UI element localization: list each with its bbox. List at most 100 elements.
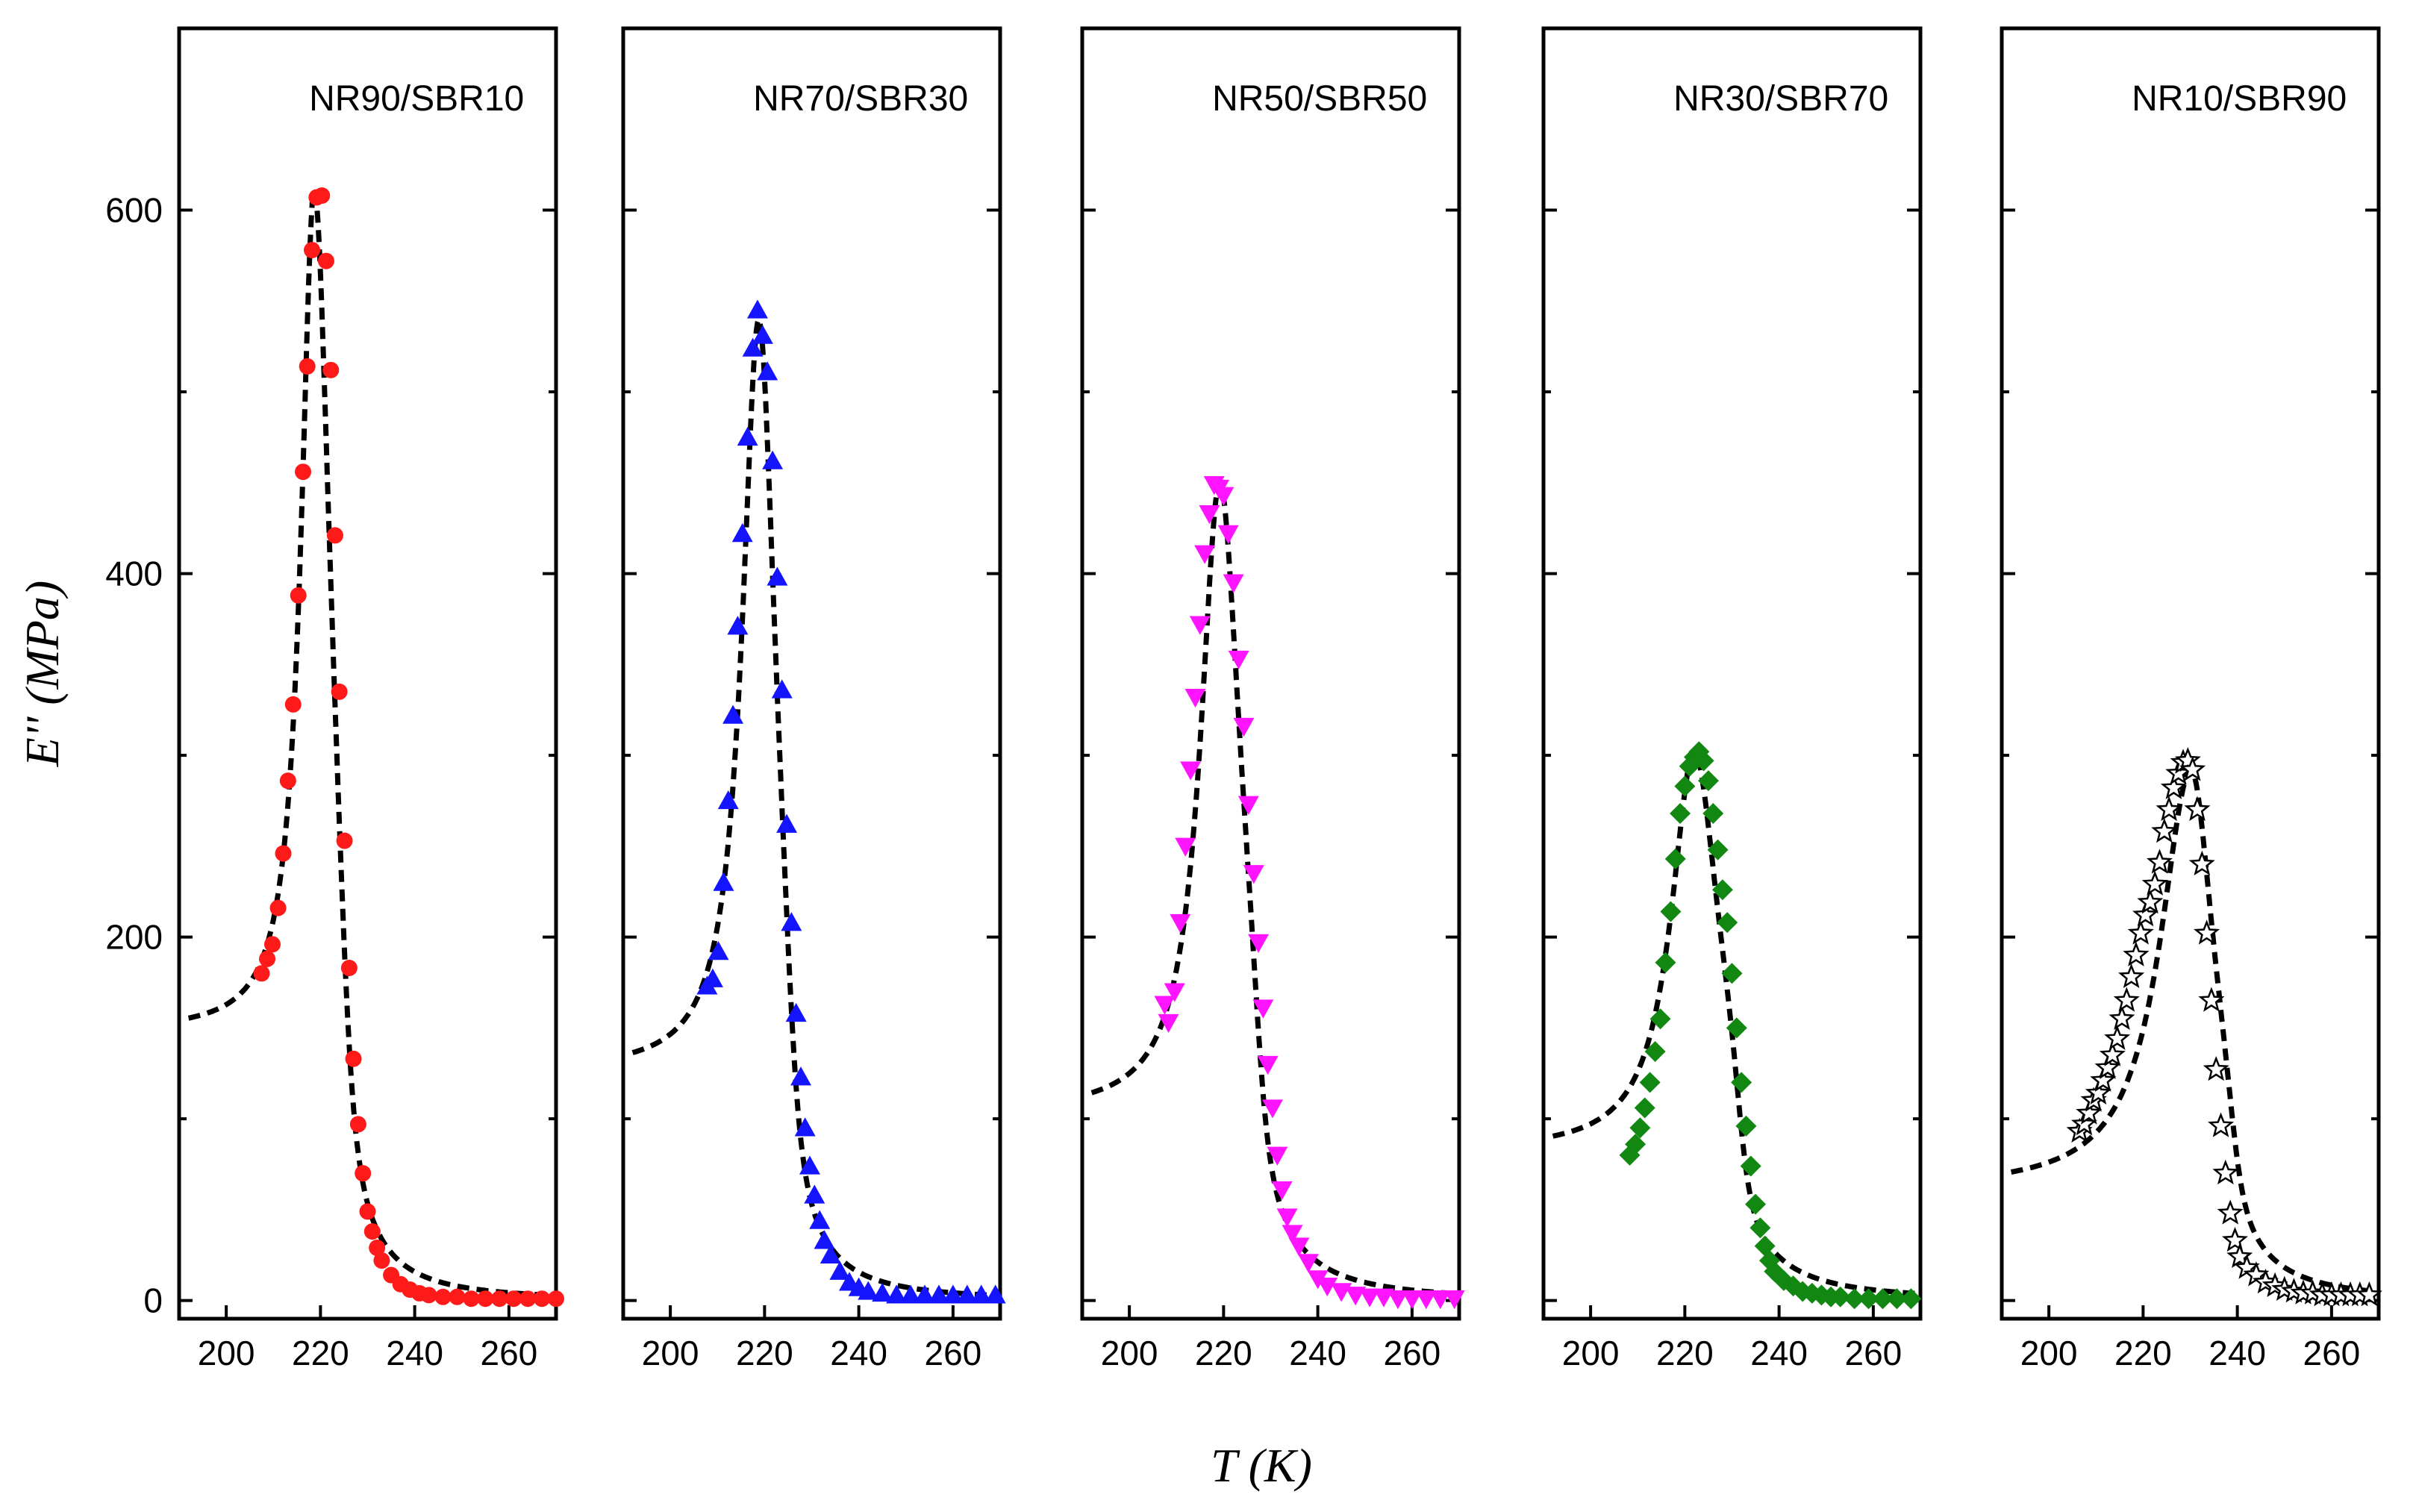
data-point	[304, 242, 321, 259]
panel-1: 0 200 400 600 200 220 240 260 NR90/SBR10	[105, 26, 564, 1372]
data-point	[534, 1290, 551, 1308]
data-point	[1199, 505, 1220, 525]
data-point	[263, 936, 281, 953]
x-tick-label: 260	[481, 1334, 538, 1372]
data-point	[1655, 952, 1676, 973]
data-point	[713, 872, 734, 891]
data-point	[369, 1240, 386, 1257]
data-series	[2066, 747, 2382, 1307]
panel-frame	[1080, 26, 1461, 1321]
data-point	[1711, 879, 1733, 901]
y-tick-label: 200	[105, 918, 163, 957]
data-point	[771, 679, 793, 699]
data-point	[1248, 934, 1270, 953]
data-point	[886, 1284, 908, 1304]
x-tick-label: 260	[2303, 1334, 2361, 1372]
data-point	[1233, 717, 1255, 737]
x-tick-label: 220	[2114, 1334, 2172, 1372]
data-point	[2184, 796, 2211, 822]
data-point	[284, 696, 302, 713]
data-point	[2194, 919, 2220, 945]
data-point	[299, 357, 316, 375]
data-point	[363, 1223, 381, 1240]
data-point	[708, 941, 729, 960]
data-point	[519, 1290, 537, 1308]
data-point	[984, 1284, 1006, 1304]
data-point	[1844, 1288, 1865, 1310]
data-point	[2212, 1159, 2239, 1185]
data-point	[762, 450, 784, 469]
data-point	[956, 1284, 978, 1304]
data-point	[2137, 888, 2164, 914]
data-point	[2151, 817, 2178, 843]
panel-title: NR30/SBR70	[1673, 79, 1888, 119]
data-point	[1267, 1146, 1288, 1166]
data-point	[322, 361, 340, 378]
data-point	[1276, 1208, 1298, 1228]
data-point	[731, 522, 753, 543]
data-point	[2113, 987, 2140, 1012]
data-point	[794, 1117, 816, 1137]
data-point	[722, 705, 744, 724]
x-tick-label: 220	[1195, 1334, 1252, 1372]
data-point	[1243, 865, 1264, 884]
data-point	[1184, 688, 1206, 708]
data-point	[1660, 901, 1682, 922]
data-point	[477, 1290, 494, 1308]
fit-curve	[631, 311, 1001, 1299]
data-point	[1262, 1099, 1284, 1119]
fit-curve	[187, 186, 556, 1299]
data-point	[1237, 796, 1259, 815]
data-point	[355, 1165, 372, 1182]
panel-frame	[621, 26, 1002, 1321]
data-point	[781, 912, 802, 931]
data-point	[259, 950, 276, 967]
data-point	[752, 325, 773, 344]
data-point	[1900, 1288, 1922, 1310]
data-point	[2226, 1243, 2253, 1269]
x-tick-label: 220	[736, 1334, 793, 1372]
data-point	[809, 1210, 831, 1229]
data-point	[1217, 525, 1239, 544]
data-point	[1288, 1237, 1310, 1257]
data-point	[290, 587, 307, 604]
x-tick-label: 240	[1289, 1334, 1346, 1372]
x-tick-label: 260	[925, 1334, 982, 1372]
x-tick-label: 200	[642, 1334, 699, 1372]
data-point	[1670, 803, 1691, 825]
y-tick-label: 600	[105, 191, 163, 230]
data-point	[336, 832, 353, 849]
data-point	[872, 1282, 893, 1302]
data-point	[1649, 1008, 1671, 1030]
data-point	[1872, 1288, 1894, 1310]
panels: 0 200 400 600 200 220 240 260 NR90/SBR10 200 220 24…	[105, 26, 2382, 1372]
data-point	[345, 1050, 362, 1067]
data-point	[942, 1284, 964, 1304]
data-point	[2156, 796, 2182, 822]
data-point	[1271, 1181, 1293, 1201]
data-point	[349, 1116, 366, 1133]
data-point	[2094, 1054, 2121, 1079]
data-point	[1858, 1288, 1879, 1310]
data-point	[790, 1066, 811, 1086]
panel-3: 200 220 240 260 NR50/SBR50	[1080, 26, 1465, 1372]
data-point	[799, 1155, 820, 1175]
data-point	[1745, 1193, 1767, 1215]
data-point	[1373, 1288, 1394, 1308]
x-tick-label: 220	[1656, 1334, 1714, 1372]
x-tick-label: 200	[198, 1334, 255, 1372]
data-point	[253, 965, 270, 982]
data-point	[326, 527, 343, 544]
data-point	[1213, 487, 1234, 506]
data-point	[804, 1184, 825, 1204]
data-point	[1317, 1277, 1338, 1297]
data-point	[1731, 1072, 1752, 1093]
data-point	[1443, 1290, 1465, 1310]
data-point	[1180, 761, 1202, 781]
fit-curve	[1090, 479, 1459, 1296]
data-point	[814, 1230, 835, 1249]
y-tick-label: 400	[105, 554, 163, 593]
panel-title: NR10/SBR90	[2132, 79, 2347, 119]
data-point	[1707, 839, 1729, 860]
data-point	[2118, 963, 2145, 989]
